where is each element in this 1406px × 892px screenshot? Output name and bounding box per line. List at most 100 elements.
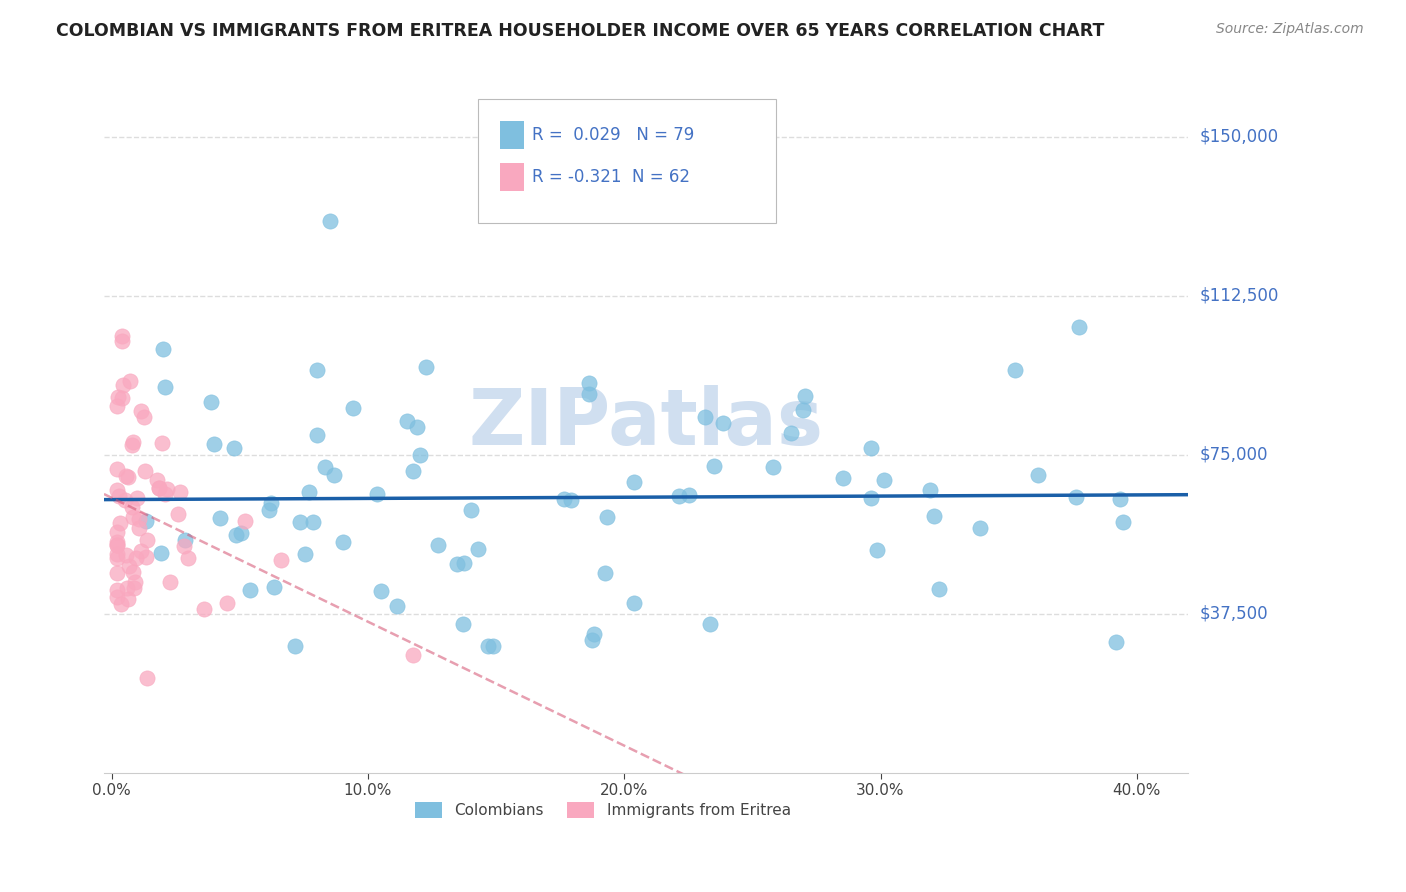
Point xyxy=(148,481,170,495)
Point xyxy=(453,556,475,570)
Point xyxy=(108,516,131,530)
FancyBboxPatch shape xyxy=(499,120,523,149)
Point xyxy=(208,511,231,525)
Point xyxy=(342,401,364,416)
Point xyxy=(711,417,734,431)
Point xyxy=(229,525,252,540)
Point xyxy=(105,538,128,552)
Point xyxy=(135,550,157,565)
Point xyxy=(136,533,159,547)
Point xyxy=(105,538,128,552)
Point xyxy=(105,582,128,597)
Point xyxy=(111,378,134,392)
Point xyxy=(779,425,801,440)
Point xyxy=(288,515,311,529)
Point xyxy=(117,470,139,484)
Point xyxy=(415,360,437,375)
Point xyxy=(117,592,139,607)
FancyBboxPatch shape xyxy=(478,99,776,223)
Point xyxy=(105,535,128,549)
Point xyxy=(860,491,883,505)
Point xyxy=(107,390,129,404)
Point xyxy=(105,399,128,413)
Y-axis label: Householder Income Over 65 years: Householder Income Over 65 years xyxy=(0,287,7,558)
Point xyxy=(332,534,354,549)
Point xyxy=(1026,467,1049,482)
Legend: Colombians, Immigrants from Eritrea: Colombians, Immigrants from Eritrea xyxy=(409,797,797,824)
Point xyxy=(111,329,134,343)
Point xyxy=(105,566,128,581)
Point xyxy=(129,404,152,418)
Text: ZIPatlas: ZIPatlas xyxy=(468,384,824,461)
Point xyxy=(105,462,128,476)
Point xyxy=(1108,491,1130,506)
Point xyxy=(1104,634,1126,648)
Point xyxy=(623,475,645,489)
Point xyxy=(305,428,328,442)
Text: R =  0.029   N = 79: R = 0.029 N = 79 xyxy=(533,126,695,144)
Point xyxy=(153,486,176,500)
Point xyxy=(105,548,128,562)
Point xyxy=(596,509,619,524)
Point xyxy=(583,627,606,641)
Point xyxy=(409,448,432,462)
Point xyxy=(553,492,575,507)
Point xyxy=(678,488,700,502)
Point xyxy=(132,409,155,424)
Point xyxy=(873,473,896,487)
Point xyxy=(115,581,138,595)
Point xyxy=(578,376,600,390)
Text: Source: ZipAtlas.com: Source: ZipAtlas.com xyxy=(1216,22,1364,37)
Point xyxy=(866,542,889,557)
Point xyxy=(128,512,150,526)
Point xyxy=(222,442,245,456)
Point xyxy=(145,474,167,488)
Point xyxy=(922,509,945,524)
Point xyxy=(578,386,600,401)
Point xyxy=(173,539,195,553)
Point xyxy=(323,467,346,482)
Text: COLOMBIAN VS IMMIGRANTS FROM ERITREA HOUSEHOLDER INCOME OVER 65 YEARS CORRELATIO: COLOMBIAN VS IMMIGRANTS FROM ERITREA HOU… xyxy=(56,22,1105,40)
Point xyxy=(105,550,128,565)
Point xyxy=(366,487,388,501)
Point xyxy=(257,503,280,517)
Point xyxy=(122,510,145,524)
Point xyxy=(370,583,392,598)
Point xyxy=(453,617,475,632)
Point xyxy=(260,496,283,510)
Point xyxy=(114,469,136,483)
Point xyxy=(110,597,132,611)
Point xyxy=(149,546,172,560)
Point xyxy=(174,533,197,548)
Point xyxy=(239,582,262,597)
Point xyxy=(120,374,142,388)
Point xyxy=(1064,490,1087,504)
Point xyxy=(235,514,257,528)
Point xyxy=(128,521,150,535)
Point xyxy=(155,483,177,497)
Point xyxy=(121,500,143,514)
Point xyxy=(307,363,329,377)
Text: $37,500: $37,500 xyxy=(1199,605,1268,623)
Point xyxy=(482,639,505,653)
Point xyxy=(125,550,148,565)
Point xyxy=(426,538,449,552)
Point xyxy=(560,493,582,508)
Point xyxy=(124,581,146,595)
Point xyxy=(693,410,716,425)
Text: $112,500: $112,500 xyxy=(1199,286,1278,305)
Text: R = -0.321  N = 62: R = -0.321 N = 62 xyxy=(533,168,690,186)
Point xyxy=(314,459,336,474)
Point xyxy=(193,602,215,616)
Point xyxy=(699,617,721,632)
Text: $150,000: $150,000 xyxy=(1199,128,1278,145)
Point xyxy=(115,548,138,562)
Point xyxy=(928,582,950,596)
Point xyxy=(121,434,143,449)
Point xyxy=(319,214,342,228)
Point xyxy=(402,464,425,478)
Point xyxy=(215,596,238,610)
Point xyxy=(581,633,603,648)
Point xyxy=(122,565,145,579)
Point xyxy=(200,394,222,409)
